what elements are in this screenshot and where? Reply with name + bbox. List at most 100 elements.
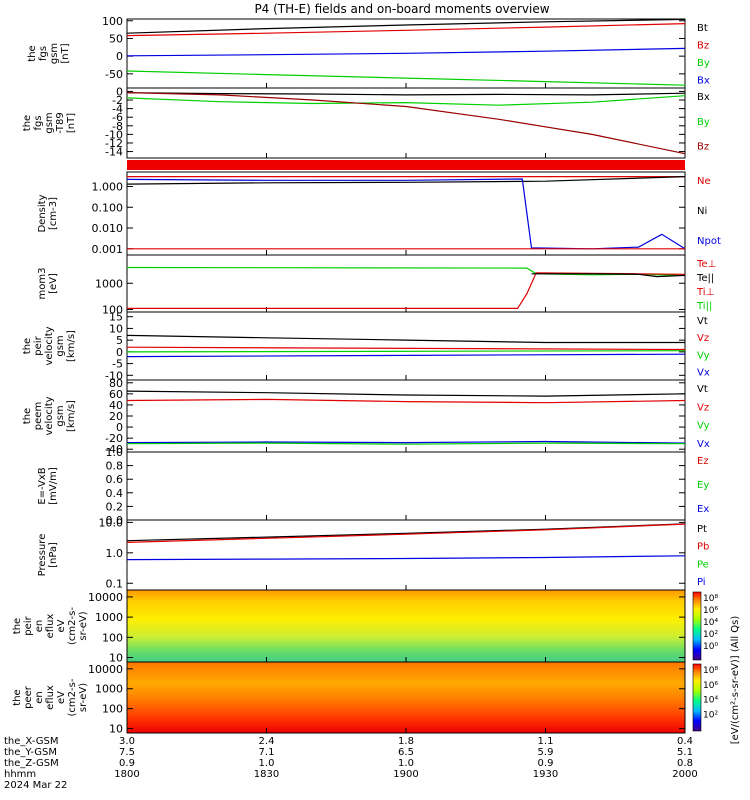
x-axis-value: 5.9 [538, 747, 554, 758]
y-axis-label-line: eflux [45, 614, 56, 639]
panels: 100500-50thefgsgsm[nT]BtBzByBx0-2-4-6-8-… [12, 15, 741, 745]
y-axis-label-line: the [22, 338, 33, 354]
y-axis-label-line: Density [37, 194, 48, 232]
y-axis-label-line: sr-eV) [78, 611, 89, 640]
legend-label: Bx [697, 75, 710, 86]
series-line-vz [126, 398, 686, 404]
legend-label: Te|| [696, 273, 714, 284]
series-line-vz [126, 346, 686, 351]
y-tick-label: 0.001 [92, 243, 124, 256]
y-axis-label-line: [mV/m] [48, 467, 59, 505]
x-axis-value: 6.5 [398, 747, 414, 758]
y-tick-label: -8 [112, 120, 123, 133]
series-line-by [126, 70, 686, 86]
x-axis-value: 2.4 [259, 736, 275, 747]
y-axis-label-line: (cm2-s- [67, 678, 78, 716]
y-axis-label-line: the [12, 618, 23, 634]
y-axis-label-line: eV [56, 691, 67, 704]
y-axis-label-line: peir [33, 335, 44, 355]
y-tick-label: -5 [112, 358, 123, 371]
y-tick-label: 60 [109, 388, 123, 401]
y-axis-label: Density[cm-3] [37, 194, 59, 232]
legend-label: By [697, 58, 710, 69]
y-axis-label-line: eV [56, 619, 67, 632]
y-axis-label-line: en [34, 620, 45, 633]
legend-label: Vz [697, 333, 709, 344]
x-axis-value: 1.1 [538, 736, 554, 747]
legend-label: Ni [697, 206, 707, 217]
panel-frame [126, 451, 686, 521]
y-tick-label: 0.8 [106, 460, 124, 473]
y-tick-label: 0.2 [106, 500, 124, 513]
y-tick-label: 0.4 [106, 487, 124, 500]
y-axis-label: thepeerenefluxeV(cm2-s-sr-eV) [12, 678, 89, 716]
y-axis-label: thefgsgsm-T89[nT] [22, 112, 77, 134]
y-axis-label-line: [km/s] [66, 330, 77, 362]
series-line-vt [126, 390, 686, 397]
series-line-bz [126, 92, 686, 155]
colorbar-tick-label: 10² [703, 710, 718, 720]
x-axis-value: 3.0 [119, 736, 135, 747]
y-tick-label: 10000 [88, 591, 123, 604]
y-tick-label: 0 [116, 50, 123, 63]
series-line-bx [126, 47, 686, 57]
y-tick-label: 10 [109, 723, 123, 736]
legend-label: Pe [697, 559, 709, 570]
y-tick-label: 0 [116, 346, 123, 359]
panel-frame [126, 171, 686, 256]
y-tick-label: 0.0 [106, 514, 124, 527]
spectrogram-fill [127, 590, 685, 662]
y-axis-label-line: fgs [38, 46, 49, 61]
panel-efield: 1.00.80.60.40.20.0 E=-VxB[mV/m] Ez Ey Ex [37, 446, 709, 527]
y-tick-label: 40 [109, 399, 123, 412]
x-axis-value: 0.8 [677, 758, 693, 769]
y-tick-label: 1.000 [92, 181, 124, 194]
x-axis-row-label: the_X-GSM [4, 736, 58, 747]
legend-label: Bz [697, 142, 709, 153]
y-tick-label: 20 [109, 410, 123, 423]
y-axis-label-line: eflux [45, 685, 56, 710]
panel-frame [126, 519, 686, 591]
legend-label: Vz [697, 402, 709, 413]
y-tick-label: 100 [102, 631, 123, 644]
y-tick-label: -12 [105, 137, 123, 150]
legend-label: Npot [697, 236, 721, 247]
y-axis-label-line: gsm [55, 405, 66, 426]
y-tick-label: -50 [105, 68, 123, 81]
y-axis-label-line: velocity [44, 396, 55, 435]
x-axis-value: 7.1 [259, 747, 275, 758]
y-axis-label-line: [nT] [66, 113, 77, 133]
legend-label: Ey [697, 480, 709, 491]
legend-label: Ex [697, 504, 709, 515]
y-axis-label-line: peem [33, 402, 44, 430]
y-axis-label-line: [nPa] [48, 542, 59, 568]
y-tick-label: 1000 [95, 611, 123, 624]
legend-label: Vx [697, 439, 710, 450]
y-axis-label-line: -T89 [55, 112, 66, 134]
x-axis-row-label: the_Z-GSM [4, 758, 59, 769]
y-axis-label-line: [km/s] [66, 400, 77, 432]
y-tick-label: 0 [116, 421, 123, 434]
y-axis-label: E=-VxB[mV/m] [37, 467, 59, 505]
x-axis-value: 1930 [533, 769, 558, 780]
x-axis-value: 1830 [254, 769, 279, 780]
series-line-te- [127, 272, 686, 309]
y-tick-label: -40 [105, 443, 123, 456]
colorbar-tick-label: 10⁴ [703, 618, 718, 628]
x-axis-value: 1.0 [398, 758, 414, 769]
legend-label: Bz [697, 40, 709, 51]
legend-label: Bt [697, 23, 708, 34]
x-axis-value: 1.8 [398, 736, 414, 747]
y-tick-label: 10000 [88, 663, 123, 676]
y-tick-label: 0.1 [106, 577, 124, 590]
y-tick-label: 50 [109, 32, 123, 45]
y-tick-label: 80 [109, 377, 123, 390]
panel-frame [126, 379, 686, 453]
y-tick-label: -10 [105, 128, 123, 141]
y-axis-label: thepeirenefluxeV(cm2-s-sr-eV) [12, 607, 89, 645]
series-line-pt [126, 523, 686, 542]
y-axis-label-line: [cm-3] [48, 197, 59, 230]
series-line-pb [126, 523, 686, 543]
y-axis-label-line: the [22, 408, 33, 424]
series-line-ni [126, 176, 686, 185]
